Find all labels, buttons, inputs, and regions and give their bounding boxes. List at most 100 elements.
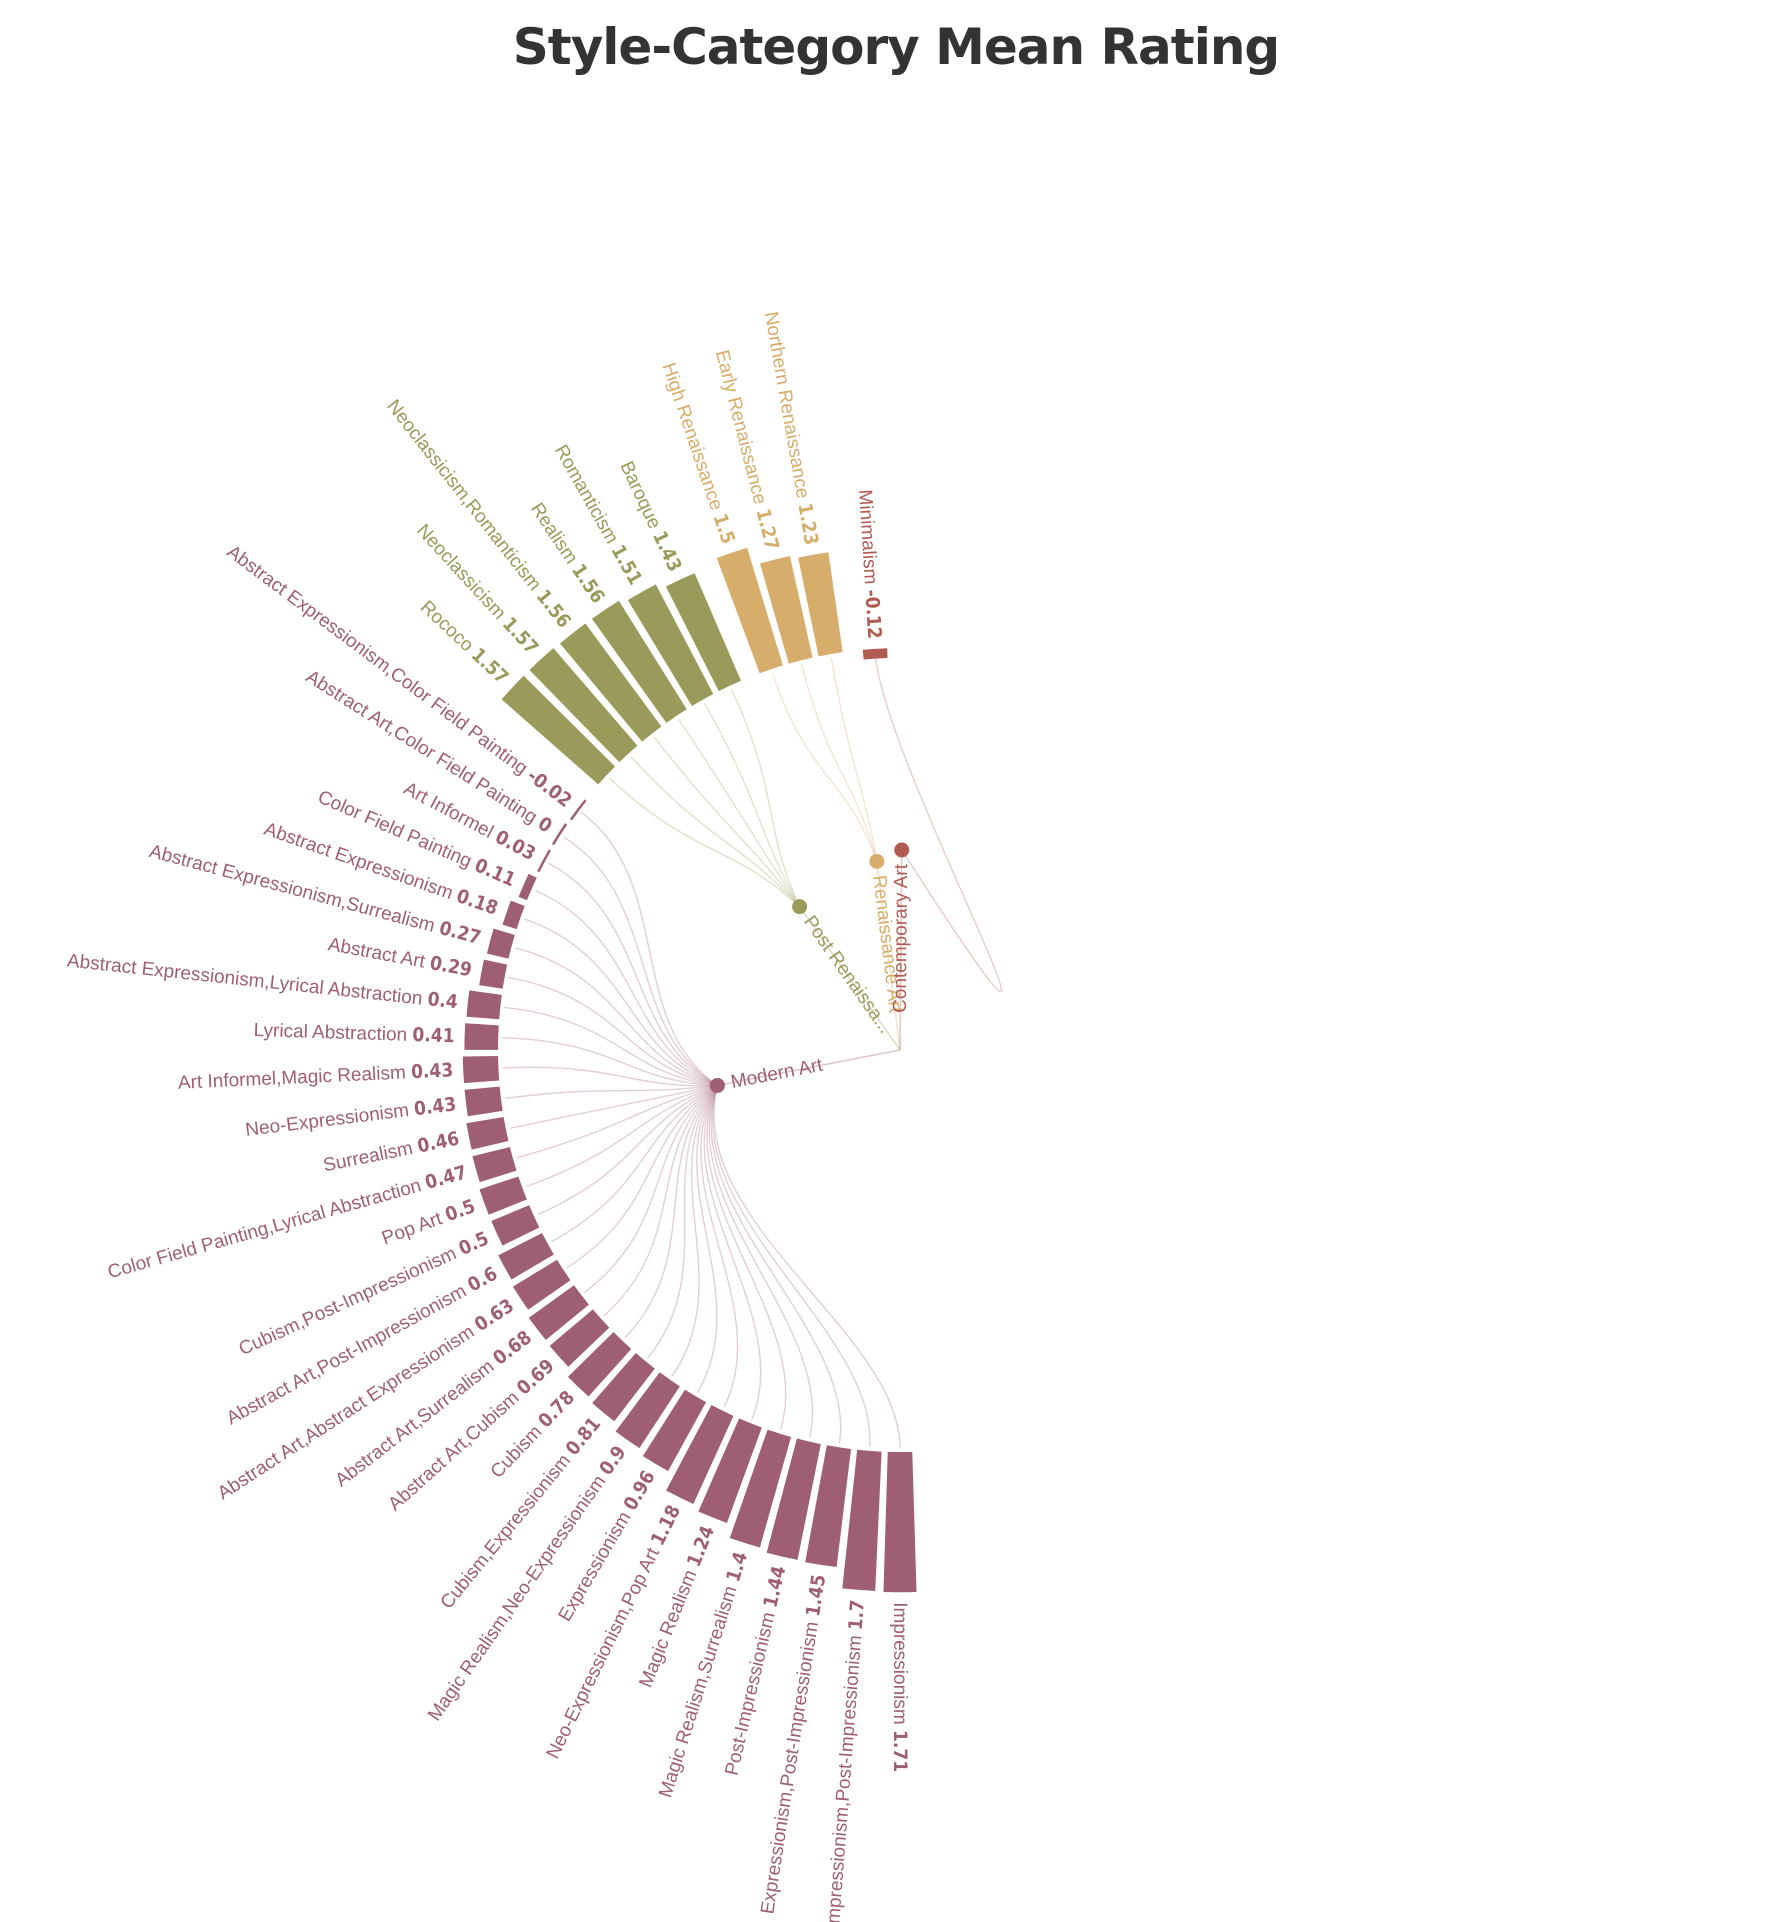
bar[interactable]: [518, 873, 537, 901]
leaf-link: [603, 1084, 718, 1317]
bar-value: 1.43: [648, 528, 686, 576]
bar[interactable]: [549, 1309, 610, 1367]
bar[interactable]: [642, 1389, 707, 1472]
group-node[interactable]: [709, 1077, 725, 1093]
bar[interactable]: [805, 1445, 852, 1568]
bar[interactable]: [537, 849, 551, 873]
bar[interactable]: [842, 1449, 882, 1591]
leaf-link: [535, 889, 718, 1087]
leaf-link: [608, 777, 801, 908]
group-node[interactable]: [869, 853, 885, 869]
group-node[interactable]: [894, 842, 910, 858]
bar[interactable]: [512, 1259, 571, 1310]
bar[interactable]: [798, 552, 843, 657]
bar-value: 1.5: [709, 511, 740, 547]
bar[interactable]: [498, 1232, 554, 1280]
group-label: Contemporary Art: [890, 863, 912, 1013]
bar[interactable]: [551, 823, 568, 846]
chart-title: Style-Category Mean Rating: [512, 18, 1280, 76]
bar[interactable]: [501, 675, 615, 785]
bar[interactable]: [729, 1429, 792, 1548]
bar[interactable]: [479, 1176, 527, 1215]
leaf-link: [502, 1066, 718, 1087]
bar[interactable]: [627, 584, 714, 707]
bar[interactable]: [464, 1023, 499, 1050]
bar[interactable]: [472, 1146, 517, 1183]
bar[interactable]: [529, 648, 638, 763]
bar-value: 0.03: [492, 826, 540, 865]
bar[interactable]: [560, 623, 662, 742]
bar-label: Neoclassicism 1.57: [412, 520, 542, 659]
leaf-link: [703, 702, 801, 907]
bar-value: 0.5: [442, 1195, 478, 1226]
leaf-link: [700, 1085, 739, 1408]
bar[interactable]: [486, 928, 515, 959]
bar[interactable]: [502, 900, 525, 930]
bar-value: 0.41: [412, 1024, 455, 1047]
leaf-link: [771, 672, 878, 862]
bar[interactable]: [716, 547, 783, 674]
group-node[interactable]: [792, 899, 808, 915]
bar-value: 0.11: [471, 854, 518, 891]
bar[interactable]: [759, 555, 813, 664]
bar[interactable]: [666, 1405, 734, 1504]
bar-name: Realism: [526, 499, 585, 572]
group-label: Modern Art: [729, 1055, 825, 1093]
labels-layer: Impressionism 1.71 Impressionism,Post-Imp…: [66, 310, 912, 1922]
bar[interactable]: [466, 990, 502, 1020]
bar[interactable]: [615, 1372, 680, 1449]
group-nodes: [709, 842, 910, 1093]
leaf-link: [550, 1084, 718, 1243]
bar-value: 1.51: [606, 541, 646, 589]
bar-value: 1.45: [802, 1573, 830, 1618]
leaf-link: [580, 811, 718, 1087]
leaf-link: [508, 976, 718, 1087]
leaf-link: [678, 718, 801, 908]
bar-label: Impressionism,Post-Impressionism 1.7: [822, 1599, 869, 1922]
bar-name: Pop Art: [379, 1206, 450, 1249]
bar[interactable]: [569, 799, 587, 821]
bar[interactable]: [862, 648, 888, 660]
leaf-link: [874, 652, 1003, 993]
leaf-link: [800, 664, 878, 862]
root-link: [899, 850, 903, 1051]
bar[interactable]: [592, 1353, 655, 1422]
bar-name: Surrealism: [321, 1136, 419, 1175]
bar[interactable]: [883, 1451, 917, 1593]
leaf-link: [708, 1085, 814, 1438]
bar-value: 0.43: [413, 1093, 458, 1120]
leaf-link: [566, 1084, 718, 1269]
bar-name: Lyrical Abstraction: [253, 1020, 412, 1046]
leaf-link: [647, 1085, 718, 1359]
bar-value: 0.18: [454, 885, 501, 920]
bar-name: Rococo: [416, 596, 481, 659]
leaf-link: [730, 689, 801, 907]
bar[interactable]: [479, 959, 508, 989]
bar[interactable]: [491, 1205, 540, 1246]
bar-name: High Renaissance: [658, 360, 729, 518]
bar-label: Lyrical Abstraction 0.41: [253, 1019, 455, 1047]
leaf-link: [548, 862, 718, 1087]
bar[interactable]: [665, 573, 741, 692]
bar-value: 0.29: [428, 952, 473, 981]
bar[interactable]: [567, 1332, 632, 1397]
bars-layer: [462, 547, 917, 1593]
bar[interactable]: [766, 1438, 821, 1560]
leaf-link: [509, 1084, 718, 1129]
bar-name: Minimalism: [855, 489, 882, 590]
bar[interactable]: [528, 1285, 589, 1340]
bar[interactable]: [462, 1055, 500, 1084]
bar[interactable]: [466, 1116, 509, 1150]
bar[interactable]: [698, 1418, 762, 1523]
bar-value: 1.24: [683, 1523, 719, 1570]
bar-name: Baroque: [616, 458, 668, 537]
bar-value: 1.18: [647, 1502, 685, 1550]
leaf-link: [524, 918, 718, 1087]
bar-value: -0.12: [860, 589, 885, 640]
bar[interactable]: [464, 1086, 503, 1117]
bar-label: Impressionism 1.71: [889, 1602, 911, 1772]
leaf-link: [584, 1084, 718, 1294]
bar[interactable]: [591, 600, 687, 723]
leaf-link: [537, 1084, 718, 1216]
